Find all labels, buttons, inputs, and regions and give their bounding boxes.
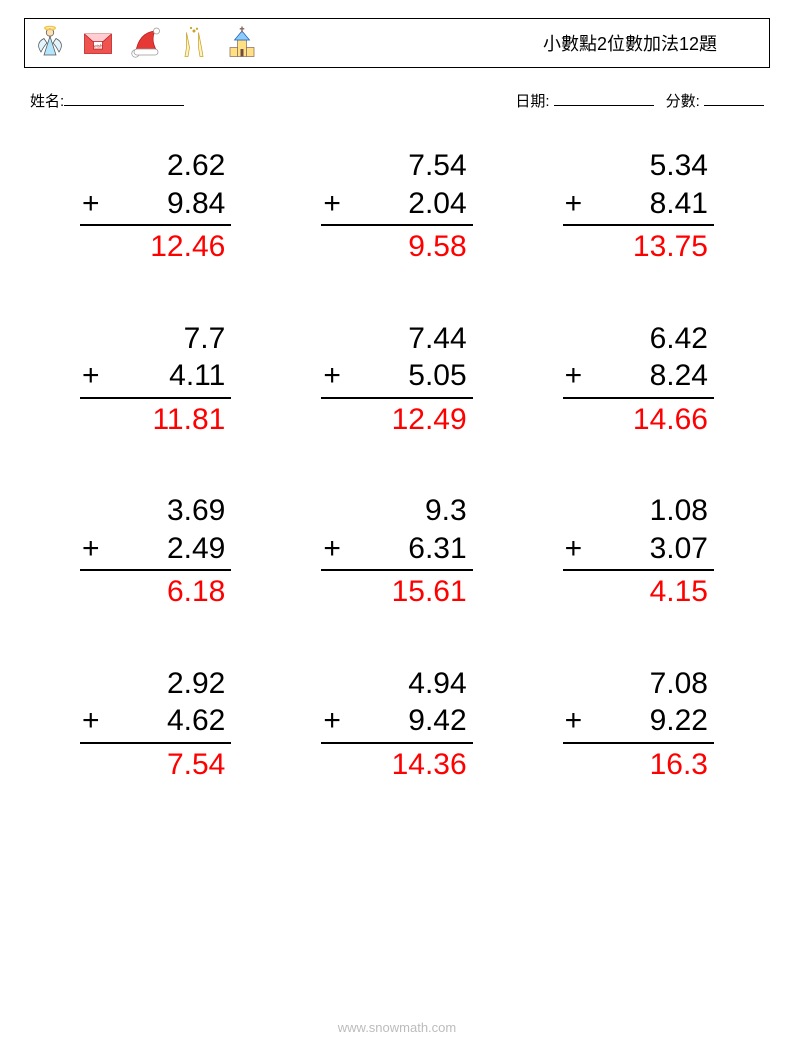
operand-b: 2.49 — [167, 530, 225, 568]
operand-b: 3.07 — [650, 530, 708, 568]
rule-line — [321, 224, 472, 226]
date-label: 日期: — [515, 93, 549, 110]
problem: 4.94+9.42 14.36 — [321, 665, 472, 784]
problem: 9.3+6.31 15.61 — [321, 492, 472, 611]
operand-b: 9.22 — [650, 702, 708, 740]
header-icons: wish — [31, 24, 261, 62]
operator: + — [563, 185, 583, 223]
svg-text:wish: wish — [93, 44, 102, 49]
operator: + — [563, 530, 583, 568]
answer: 9.58 — [321, 228, 472, 266]
score-blank[interactable] — [704, 91, 764, 106]
operator: + — [321, 530, 341, 568]
rule-line — [80, 569, 231, 571]
rule-line — [321, 569, 472, 571]
operator: + — [563, 702, 583, 740]
answer: 14.36 — [321, 746, 472, 784]
operand-a: 2.62 — [80, 147, 231, 185]
rule-line — [80, 224, 231, 226]
answer: 14.66 — [563, 401, 714, 439]
answer: 7.54 — [80, 746, 231, 784]
operand-a: 9.3 — [321, 492, 472, 530]
operand-a: 3.69 — [80, 492, 231, 530]
problem: 7.08+9.22 16.3 — [563, 665, 714, 784]
operand-b: 4.62 — [167, 702, 225, 740]
date-blank[interactable] — [554, 91, 654, 106]
answer: 12.49 — [321, 401, 472, 439]
operand-a: 7.7 — [80, 320, 231, 358]
problem: 5.34+8.41 13.75 — [563, 147, 714, 266]
rule-line — [80, 397, 231, 399]
operator: + — [80, 357, 100, 395]
operand-a: 7.44 — [321, 320, 472, 358]
champagne-icon — [175, 24, 213, 62]
footer-watermark: www.snowmath.com — [0, 1020, 794, 1035]
operator: + — [80, 185, 100, 223]
rule-line — [563, 397, 714, 399]
operand-b: 4.11 — [169, 357, 225, 395]
operator: + — [321, 357, 341, 395]
worksheet-title: 小數點2位數加法12題 — [543, 30, 757, 56]
problem: 7.54+2.04 9.58 — [321, 147, 472, 266]
problem: 3.69+2.49 6.18 — [80, 492, 231, 611]
operand-a: 5.34 — [563, 147, 714, 185]
header-box: wish 小數點2位數加法12題 — [24, 18, 770, 68]
problem: 7.44+5.05 12.49 — [321, 320, 472, 439]
operand-a: 4.94 — [321, 665, 472, 703]
envelope-icon: wish — [79, 24, 117, 62]
problem: 1.08+3.07 4.15 — [563, 492, 714, 611]
rule-line — [80, 742, 231, 744]
answer: 11.81 — [80, 401, 231, 439]
answer: 16.3 — [563, 746, 714, 784]
rule-line — [321, 397, 472, 399]
operand-a: 7.54 — [321, 147, 472, 185]
church-icon — [223, 24, 261, 62]
rule-line — [563, 742, 714, 744]
score-label: 分數: — [666, 93, 700, 110]
answer: 13.75 — [563, 228, 714, 266]
operator: + — [563, 357, 583, 395]
operand-b: 5.05 — [408, 357, 466, 395]
operand-b: 9.42 — [408, 702, 466, 740]
operand-a: 6.42 — [563, 320, 714, 358]
rule-line — [563, 569, 714, 571]
problem: 2.92+4.62 7.54 — [80, 665, 231, 784]
rule-line — [321, 742, 472, 744]
answer: 4.15 — [563, 573, 714, 611]
answer: 6.18 — [80, 573, 231, 611]
santa-hat-icon — [127, 24, 165, 62]
operand-b: 2.04 — [408, 185, 466, 223]
problem: 6.42+8.24 14.66 — [563, 320, 714, 439]
operand-a: 1.08 — [563, 492, 714, 530]
problem: 7.7+4.11 11.81 — [80, 320, 231, 439]
operand-b: 6.31 — [408, 530, 466, 568]
operator: + — [80, 702, 100, 740]
answer: 15.61 — [321, 573, 472, 611]
answer: 12.46 — [80, 228, 231, 266]
info-row: 姓名: 日期: 分數: — [24, 90, 770, 111]
problem: 2.62+9.84 12.46 — [80, 147, 231, 266]
operand-b: 8.41 — [650, 185, 708, 223]
rule-line — [563, 224, 714, 226]
name-blank[interactable] — [64, 91, 184, 106]
operator: + — [321, 702, 341, 740]
angel-icon — [31, 24, 69, 62]
operand-a: 7.08 — [563, 665, 714, 703]
problems-grid: 2.62+9.8412.467.54+2.049.585.34+8.4113.7… — [24, 147, 770, 783]
operator: + — [321, 185, 341, 223]
operand-b: 9.84 — [167, 185, 225, 223]
operand-a: 2.92 — [80, 665, 231, 703]
operand-b: 8.24 — [650, 357, 708, 395]
operator: + — [80, 530, 100, 568]
name-label: 姓名: — [30, 90, 64, 111]
